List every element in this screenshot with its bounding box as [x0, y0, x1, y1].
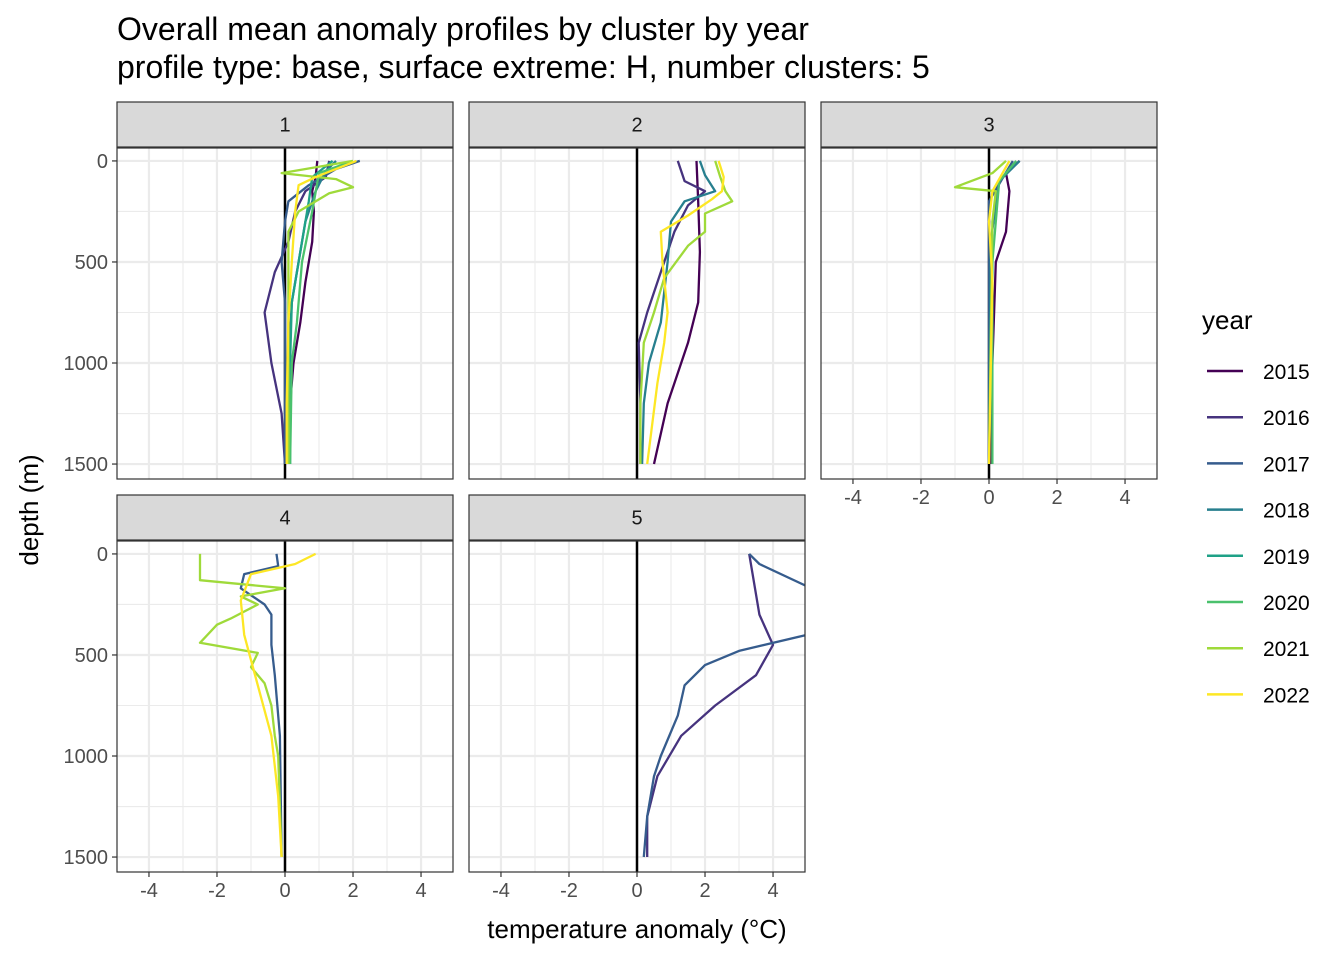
legend-label: 2019 [1263, 546, 1310, 569]
legend-item-2019: 2019 [1207, 546, 1310, 569]
panel-border [468, 147, 806, 480]
facet-strip [116, 101, 454, 148]
x-tick-label: -2 [912, 487, 930, 509]
series-line-2020 [288, 159, 354, 465]
chart-title: Overall mean anomaly profiles by cluster… [117, 11, 809, 47]
x-tick-label: -4 [844, 487, 862, 509]
legend-item-2020: 2020 [1207, 592, 1310, 615]
legend-label: 2016 [1263, 407, 1310, 430]
legend-title: year [1202, 305, 1253, 335]
series-line-2017 [239, 553, 283, 858]
facet-strip [116, 494, 454, 541]
x-tick-label: 0 [279, 880, 290, 902]
facet-panel-5: 5 -4 -2 0 2 4 [468, 494, 806, 902]
facet-strip [468, 494, 806, 541]
legend-item-2018: 2018 [1207, 500, 1310, 523]
legend-item-2021: 2021 [1207, 638, 1310, 661]
y-axis-title: depth (m) [14, 454, 44, 565]
legend-label: 2021 [1263, 638, 1310, 661]
y-tick-label: 0 [97, 151, 108, 173]
legend-item-2016: 2016 [1207, 407, 1310, 430]
x-tick-label: 0 [631, 880, 642, 902]
y-tick-label: 1000 [64, 746, 109, 768]
x-tick-label: 2 [1051, 487, 1062, 509]
y-tick-label: 1500 [64, 847, 109, 869]
chart-subtitle: profile type: base, surface extreme: H, … [117, 49, 930, 85]
x-tick-label: -4 [492, 880, 510, 902]
y-tick-label: 500 [75, 252, 108, 274]
y-tick-label: 1000 [64, 353, 109, 375]
legend: 2015 2016 2017 2018 2019 2020 2021 2022 [1207, 361, 1310, 707]
series-line-2020 [991, 160, 1018, 464]
series-line-2015 [652, 160, 702, 465]
series-line-2022 [646, 160, 725, 465]
facet-panel-3: 3 -4 -2 0 2 4 [820, 101, 1158, 509]
facet-panel-4: 4 0 500 1000 1500 -4 -2 0 2 4 [64, 494, 454, 902]
legend-item-2017: 2017 [1207, 453, 1310, 476]
series-line-2016 [646, 553, 775, 857]
y-tick-label: 0 [97, 544, 108, 566]
x-tick-label: -2 [560, 880, 578, 902]
series-line-2021 [198, 553, 287, 858]
legend-label: 2018 [1263, 500, 1310, 523]
series-line-2021 [639, 160, 734, 464]
x-tick-label: 4 [1119, 487, 1130, 509]
x-tick-label: 2 [347, 880, 358, 902]
facet-strip-label: 1 [279, 115, 290, 137]
legend-label: 2015 [1263, 361, 1310, 384]
legend-item-2022: 2022 [1207, 684, 1310, 707]
y-tick-label: 500 [75, 645, 108, 667]
facet-panel-1: 1 0 500 1000 1500 [64, 101, 454, 480]
x-tick-label: 2 [699, 880, 710, 902]
legend-label: 2020 [1263, 592, 1310, 615]
facet-strip-label: 4 [279, 508, 290, 530]
x-tick-label: -4 [140, 880, 158, 902]
facet-strip-label: 5 [631, 508, 642, 530]
y-tick-label: 1500 [64, 454, 109, 476]
series-line-2022 [239, 552, 317, 858]
series-line-2017 [280, 159, 361, 464]
series-line-2017 [642, 553, 805, 858]
panel-border [116, 147, 454, 480]
series-line-2018 [640, 160, 717, 465]
facet-strip-label: 2 [631, 115, 642, 137]
legend-label: 2022 [1263, 684, 1310, 707]
facet-strip [468, 101, 806, 148]
x-axis-title: temperature anomaly (°C) [487, 914, 786, 944]
facet-strip-label: 3 [983, 115, 994, 137]
x-tick-label: 4 [415, 880, 426, 902]
x-tick-label: -2 [208, 880, 226, 902]
legend-label: 2017 [1263, 453, 1310, 476]
facet-panel-2: 2 [468, 101, 806, 480]
series-line-2022 [285, 159, 357, 464]
x-tick-label: 4 [767, 880, 778, 902]
legend-item-2015: 2015 [1207, 361, 1310, 384]
facet-strip [820, 101, 1158, 148]
series-line-2022 [987, 160, 1011, 465]
x-tick-label: 0 [983, 487, 994, 509]
